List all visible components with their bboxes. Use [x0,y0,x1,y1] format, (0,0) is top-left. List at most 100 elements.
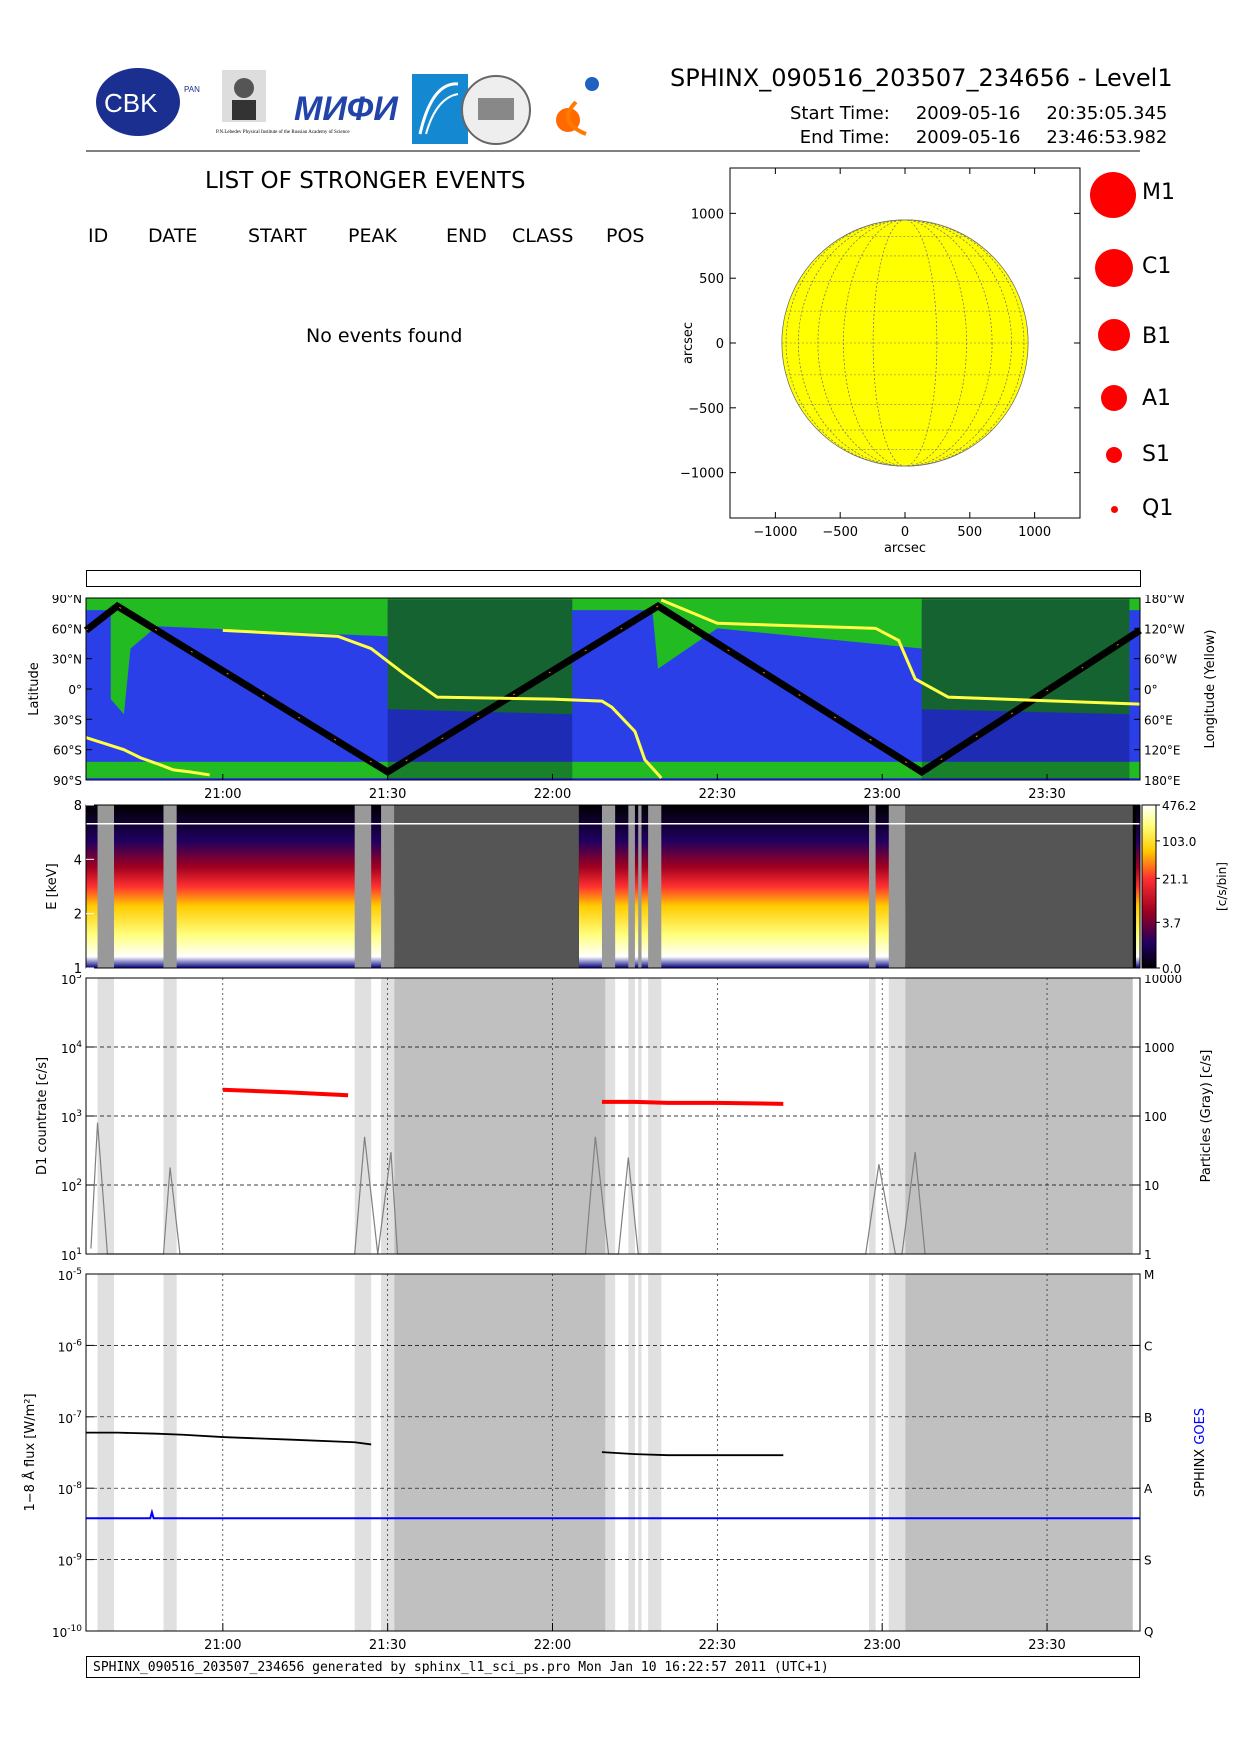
spec-frame [85,804,1141,969]
end-time: 23:46:53.982 [1046,127,1168,148]
flux-gap-band [638,1274,642,1631]
orbit-lat-label: 60°S [53,744,82,758]
flux-gap-band [868,1274,876,1631]
orbit-lon-label: 120°E [1144,744,1181,758]
flux-ytick-label: 10-10 [52,1624,82,1640]
flux-ytick-label: 10-7 [58,1410,82,1426]
cbk-logo: CBK PAN [96,68,200,136]
flux-ytick-label: 10-6 [58,1338,83,1354]
d1-line [222,1087,349,1098]
flux-ytick-label: 10-8 [58,1481,83,1497]
flux-class-label: A [1144,1482,1153,1496]
sun-logo [412,74,468,144]
lebedev-text: P.N.Lebedev Physical Institute of the Ru… [216,130,350,135]
spec-gap-band [354,805,372,968]
orbit-lon-label: 180°E [1144,774,1181,788]
flux-gap-band [648,1274,662,1631]
orbit-lat-label: 90°N [52,595,82,606]
page-title: SPHINX_090516_203507_234656 - Level1 [670,64,1173,92]
spec-gap-band [628,805,635,968]
pan-text: PAN [184,85,200,94]
spec-ytick-label: 8 [74,800,82,814]
spec-colorbar [1141,804,1157,969]
solar-disk-chart: −1000 −500 0 500 1000 −1000 −500 0 500 1000 arcsec… [680,167,1081,556]
flux-gap-band [97,1274,115,1631]
legend-label-s1: S1 [1142,442,1170,467]
end-label: End Time: [799,127,890,148]
d1-ytick-label-right: 10 [1144,1179,1159,1193]
spec-gap-band [601,805,616,968]
d1-ylabel-right: Particles (Gray) [c/s] [1199,1050,1214,1183]
colorbar-tick-label: 103.0 [1162,835,1196,849]
colorbar-tick-label: 0.0 [1162,962,1181,975]
disk-meridian [798,219,1012,467]
orbit-lon-label: 60°E [1144,713,1173,727]
col-peak: PEAK [348,225,397,247]
spec-active-band [1136,805,1140,968]
longitude-track [222,628,663,779]
disk-xtick-label: −1000 [753,525,797,540]
d1-ylabel: D1 countrate [c/s] [35,1057,50,1175]
flux-gap-band [888,1274,906,1631]
d1-ytick-label: 103 [61,1109,82,1125]
flux-ytick-label: 10-5 [58,1267,82,1283]
d1-ytick-label-right: 1000 [1144,1041,1175,1055]
flux-chart: 10-10 Q 10-9 S 10-8 A 10-7 B 10-6 C 10-5 M 21:00 21:3… [22,1267,1208,1650]
flux-eclipse-band [394,1274,606,1631]
colorbar-tick-label: 3.7 [1162,916,1181,930]
flux-eclipse-band [905,1274,1133,1631]
legend-dot-s1 [1106,447,1122,463]
start-date: 2009-05-16 [915,103,1021,124]
disk-xtick-label: 500 [957,525,982,540]
flux-class-label: S [1144,1554,1152,1568]
spec-ytick-label: 2 [74,908,82,923]
spec-gap-band [868,805,876,968]
d1-ytick-label: 102 [61,1178,82,1194]
spec-gap-band [638,805,642,968]
d1-ytick-label: 105 [61,975,82,987]
spec-gap-band [648,805,662,968]
legend-label-q1: Q1 [1142,496,1174,521]
colorbar-label: [c/s/bin] [1215,862,1229,911]
orbit-land [110,600,388,715]
legend-label-b1: B1 [1142,324,1172,349]
col-pos: POS [606,225,645,247]
start-time: 20:35:05.345 [1046,103,1168,124]
start-label: Start Time: [790,103,890,124]
flux-class-label: M [1144,1268,1154,1282]
spec-ytick-label: 4 [74,853,82,868]
latitude-track [83,601,1142,777]
flux-class-label: C [1144,1339,1152,1353]
mifi-logo: МИФИ [294,90,399,128]
spec-ytick-label: 1 [74,962,82,975]
col-class: CLASS [512,225,574,247]
legend-dot-q1 [1111,506,1118,513]
sphinx-line [601,1451,784,1457]
seal-logo [461,75,531,145]
disk-xtick-label: 1000 [1018,525,1051,540]
legend-dot-a1 [1101,385,1127,411]
d1-gap-band [628,978,635,1254]
col-end: END [446,225,487,247]
disk-ytick-label: 0 [716,337,724,352]
longitude-track [85,736,210,777]
event-timeline-bar [86,570,1141,587]
spec-active-band [86,805,395,968]
orbit-lon-label: 120°W [1144,622,1185,636]
footer-caption: SPHINX_090516_203507_234656 generated by… [86,1656,1140,1678]
orbit-xtick-label: 22:00 [534,787,571,802]
orbit-land-band [86,761,1140,778]
d1-ytick-label-right: 100 [1144,1110,1167,1124]
spec-gap-band [97,805,115,968]
flux-gap-band [163,1274,177,1631]
disk-meridian [785,219,1025,467]
end-date: 2009-05-16 [915,127,1021,148]
legend-dot-m1 [1090,172,1136,218]
spec-active-band [578,805,906,968]
orbit-lon-label: 180°W [1144,595,1185,606]
end-time-row: End Time: 2009-05-16 23:46:53.982 [790,126,1168,150]
disk-ytick-label: 1000 [691,207,724,222]
orbit-xtick-label: 23:00 [863,787,900,802]
orbit-ylabel-right: Longitude (Yellow) [1203,630,1218,749]
orbit-ylabel: Latitude [27,662,42,716]
